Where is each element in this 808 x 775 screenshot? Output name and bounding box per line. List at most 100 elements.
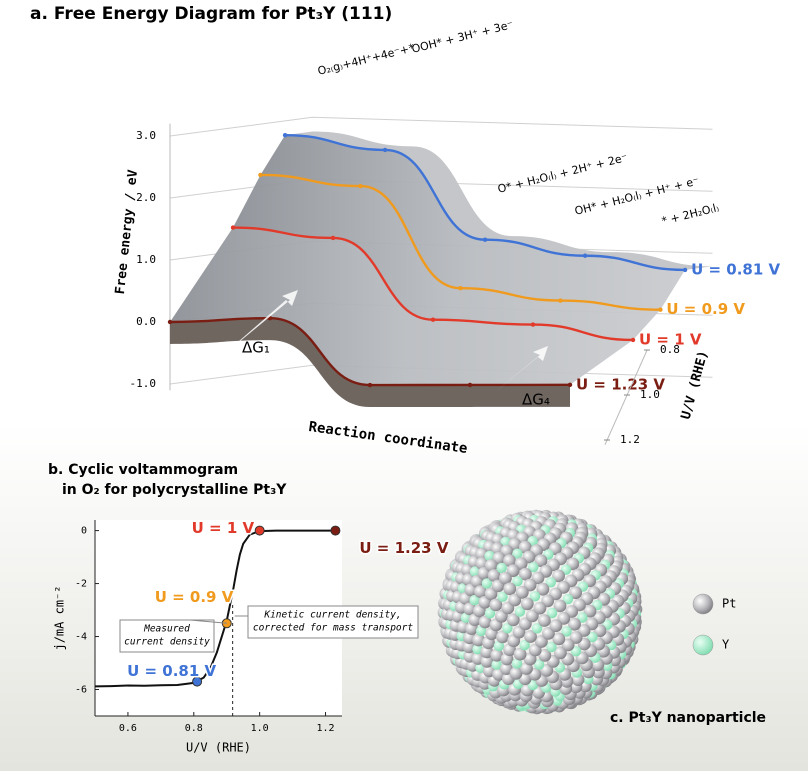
- atom: [515, 585, 529, 599]
- y-tick-label: 2.0: [136, 191, 156, 204]
- legend-label: Y: [722, 638, 730, 652]
- atom: [546, 607, 558, 619]
- atom: [497, 591, 508, 602]
- highlight-point: [192, 676, 203, 687]
- atom: [503, 554, 516, 567]
- atom: [500, 662, 513, 675]
- atom: [569, 586, 582, 600]
- atom: [499, 571, 512, 585]
- atom: [552, 632, 566, 646]
- energy-point: [230, 225, 236, 230]
- annotation: ΔG₁: [242, 339, 270, 357]
- energy-point: [382, 147, 388, 153]
- atom: [514, 606, 526, 617]
- atom: [546, 641, 557, 653]
- atom: [570, 646, 582, 657]
- atom: [506, 613, 520, 627]
- atom: [561, 626, 572, 637]
- note: Kinetic current density,: [263, 610, 401, 621]
- atom: [493, 640, 505, 652]
- highlight-label: U = 0.9 V: [155, 588, 234, 606]
- atom: [476, 625, 487, 637]
- panel-b-title: in O₂ for polycrystalline Pt₃Y: [62, 482, 287, 498]
- annotation: ΔG₄: [522, 391, 550, 409]
- y-tick-label: 0: [81, 526, 87, 537]
- atom: [511, 658, 523, 669]
- energy-point: [658, 307, 663, 312]
- note: corrected for mass transport: [253, 623, 413, 634]
- energy-line: [285, 133, 686, 272]
- atom: [538, 649, 552, 662]
- note: current density: [124, 637, 210, 648]
- energy-point: [582, 253, 588, 258]
- atom: [509, 666, 523, 680]
- state-label: O₂₍g₎+4H⁺+4e⁻+*: [316, 41, 416, 78]
- u-axis-label: U/V (RHE): [679, 349, 712, 421]
- highlight-label: U = 1.23 V: [359, 539, 448, 557]
- atom: [518, 540, 532, 554]
- atom: [553, 599, 567, 613]
- x-tick-label: 1.2: [317, 723, 335, 734]
- atom: [562, 593, 574, 605]
- highlight-point: [330, 525, 341, 536]
- energy-line: [233, 226, 634, 342]
- atom: [554, 646, 567, 660]
- series-label: U = 0.81 V: [691, 260, 780, 278]
- atom: [524, 630, 537, 643]
- legend-label: Pt: [722, 597, 736, 611]
- y-tick-label: -4: [75, 632, 87, 643]
- series-label: U = 0.9 V: [666, 300, 745, 318]
- x-axis-label: U/V (RHE): [186, 741, 251, 755]
- atom: [503, 582, 517, 596]
- legend-swatch: [692, 634, 714, 656]
- atom: [549, 619, 563, 633]
- note-pointer: [189, 619, 227, 624]
- atom: [491, 659, 502, 670]
- grid-line: [169, 116, 713, 137]
- energy-point: [530, 322, 536, 327]
- atom: [484, 550, 495, 562]
- panel-a-title: a. Free Energy Diagram for Pt₃Y (111): [30, 4, 392, 24]
- energy-point: [567, 382, 573, 388]
- energy-point: [467, 382, 473, 388]
- atom: [490, 648, 504, 662]
- atom: [474, 585, 487, 598]
- y-tick-label: -6: [75, 685, 87, 696]
- atom: [540, 664, 554, 677]
- dg-arrow: [215, 290, 298, 362]
- atom: [519, 567, 532, 581]
- highlight-point: [254, 525, 265, 536]
- atom: [587, 631, 598, 643]
- y-tick-label: -2: [75, 579, 87, 590]
- atom: [533, 659, 545, 670]
- atom: [500, 536, 511, 548]
- x-axis-label: Reaction coordinate: [308, 419, 469, 457]
- series-label: U = 1 V: [639, 330, 702, 348]
- energy-point: [367, 382, 373, 388]
- atom: [460, 612, 472, 623]
- highlight-label: U = 0.81 V: [127, 662, 216, 680]
- energy-point: [630, 337, 636, 343]
- atom: [528, 562, 539, 573]
- energy-point: [358, 183, 363, 189]
- atom: [472, 644, 483, 655]
- atom: [529, 591, 541, 602]
- atom: [538, 614, 551, 627]
- atom: [533, 601, 547, 615]
- series-label: U = 1.23 V: [576, 375, 665, 393]
- x-tick-label: 0.8: [185, 723, 203, 734]
- state-label: O* + H₂O₍l₎ + 2H⁺ + 2e⁻: [496, 151, 629, 196]
- note: Measured: [143, 624, 190, 635]
- atom: [462, 640, 476, 654]
- atom: [519, 639, 530, 651]
- y-tick-label: 3.0: [136, 129, 156, 142]
- energy-point: [430, 317, 436, 322]
- energy-point: [282, 132, 288, 138]
- atom: [496, 562, 507, 574]
- atom: [520, 597, 534, 611]
- atom: [552, 569, 565, 583]
- panel-b-title: b. Cyclic voltammogram: [48, 462, 238, 478]
- atom: [478, 615, 492, 629]
- atom: [583, 604, 597, 618]
